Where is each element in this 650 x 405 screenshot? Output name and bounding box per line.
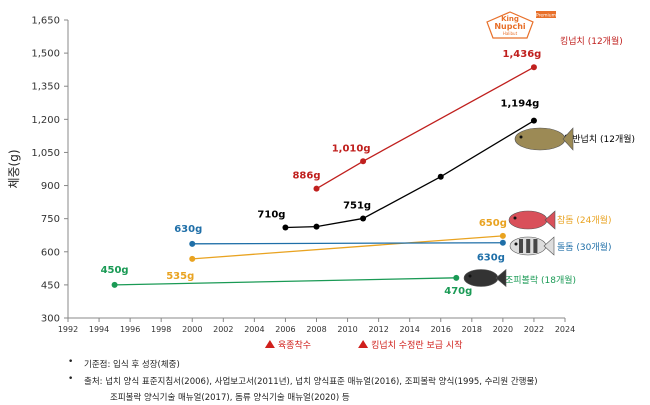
data-label: 751g <box>343 200 371 211</box>
data-point <box>499 239 506 246</box>
data-point <box>437 173 444 180</box>
x-tick-label: 1992 <box>58 325 78 334</box>
x-tick-label: 2024 <box>555 325 575 334</box>
x-tick-label: 2008 <box>306 325 326 334</box>
milestone-triangle-1 <box>358 340 369 348</box>
x-tick-label: 2004 <box>244 325 264 334</box>
series-name-label: 돌돔 (30개월) <box>557 241 611 253</box>
data-point <box>313 223 320 230</box>
king-nupchi-logo-sub: Halibut <box>503 31 518 36</box>
king-nupchi-logo-text: King <box>501 15 519 23</box>
data-label: 630g <box>477 253 505 264</box>
data-label: 650g <box>479 218 507 229</box>
series-line-3 <box>192 242 503 245</box>
data-point <box>360 215 367 222</box>
data-point <box>530 64 537 71</box>
king-nupchi-logo-text: Nupchi <box>494 22 526 31</box>
data-label: 1,010g <box>332 143 371 154</box>
x-tick-label: 2020 <box>493 325 513 334</box>
rockfish-image-eye <box>468 274 472 278</box>
x-tick-label: 2018 <box>462 325 482 334</box>
y-tick-label: 1,200 <box>31 115 60 126</box>
series-name-label: 조피볼락 (18개월) <box>505 274 576 286</box>
data-label: 450g <box>101 265 129 276</box>
flounder-image-eye <box>519 135 523 139</box>
x-tick-label: 2014 <box>400 325 420 334</box>
data-point <box>360 158 367 165</box>
y-tick-label: 600 <box>41 247 60 258</box>
y-tick-label: 450 <box>41 280 60 291</box>
rock-bream-image-stripe <box>519 239 523 253</box>
rock-bream-image-eye <box>514 242 518 246</box>
rock-bream-image-stripe <box>526 239 531 253</box>
data-point <box>189 240 196 247</box>
data-label: 886g <box>292 171 320 182</box>
data-point <box>453 274 460 281</box>
y-tick-label: 750 <box>41 214 60 225</box>
note-source-line1: 출처: 넙치 양식 표준지침서(2006), 사업보고서(2011년), 넙치 … <box>84 377 538 387</box>
milestone-label-1: 킹넙치 수정란 보급 시작 <box>371 339 462 351</box>
note-basis: 기준점: 입식 후 성장(체중) <box>84 360 180 370</box>
x-tick-label: 1998 <box>151 325 171 334</box>
x-tick-label: 2006 <box>275 325 295 334</box>
data-label: 535g <box>166 271 194 282</box>
data-point <box>111 281 118 288</box>
y-axis-title: 체중(g) <box>7 149 21 188</box>
data-point <box>189 255 196 262</box>
milestone-label-0: 육종착수 <box>278 340 311 351</box>
data-label: 470g <box>444 286 472 297</box>
x-tick-label: 2000 <box>182 325 202 334</box>
data-point <box>499 232 506 239</box>
y-tick-label: 900 <box>41 181 60 192</box>
series-line-4 <box>114 277 457 286</box>
note-source-line2: 조피볼락 양식기술 매뉴얼(2017), 돔류 양식기술 매뉴얼(2020) 등 <box>110 393 350 403</box>
milestone-triangle-0 <box>264 340 275 348</box>
rockfish-image <box>463 269 499 287</box>
flounder-image-tail <box>562 127 574 151</box>
flounder-image <box>514 127 566 151</box>
premium-tag-text: Premium <box>536 13 556 19</box>
data-point <box>530 117 537 124</box>
x-tick-label: 2012 <box>368 325 388 334</box>
series-line-1 <box>285 120 535 229</box>
red-seabream-image <box>508 210 548 230</box>
note-bullet-1: • <box>68 357 74 367</box>
data-label: 1,436g <box>503 49 542 60</box>
y-tick-label: 300 <box>41 314 60 325</box>
x-tick-label: 2010 <box>337 325 357 334</box>
y-tick-label: 1,050 <box>31 148 60 159</box>
y-tick-label: 1,500 <box>31 49 60 60</box>
red-seabream-image-tail <box>544 210 556 230</box>
series-name-label: 일반넙치 (12개월) <box>564 133 635 145</box>
king-nupchi-logo-frame <box>486 11 534 39</box>
series-line-0 <box>316 66 535 190</box>
data-label: 1,194g <box>501 99 540 110</box>
note-bullet-2: • <box>68 374 74 384</box>
rock-bream-image-stripe <box>533 239 538 253</box>
y-tick-label: 1,350 <box>31 82 60 93</box>
rockfish-image-tail <box>495 268 507 288</box>
rock-bream-image-tail <box>543 236 555 256</box>
data-label: 710g <box>257 209 285 220</box>
data-label: 630g <box>174 224 202 235</box>
series-name-label: 참돔 (24개월) <box>557 214 611 226</box>
x-tick-label: 2022 <box>524 325 544 334</box>
x-tick-label: 2016 <box>431 325 451 334</box>
red-seabream-image-eye <box>513 216 517 220</box>
series-line-2 <box>192 235 503 260</box>
x-tick-label: 1994 <box>89 325 109 334</box>
y-tick-label: 1,650 <box>31 16 60 27</box>
series-name-label: 킹넙치 (12개월) <box>560 35 623 47</box>
x-tick-label: 1996 <box>120 325 140 334</box>
data-point <box>282 224 289 231</box>
premium-tag <box>536 11 556 18</box>
data-point <box>313 185 320 192</box>
x-tick-label: 2002 <box>213 325 233 334</box>
